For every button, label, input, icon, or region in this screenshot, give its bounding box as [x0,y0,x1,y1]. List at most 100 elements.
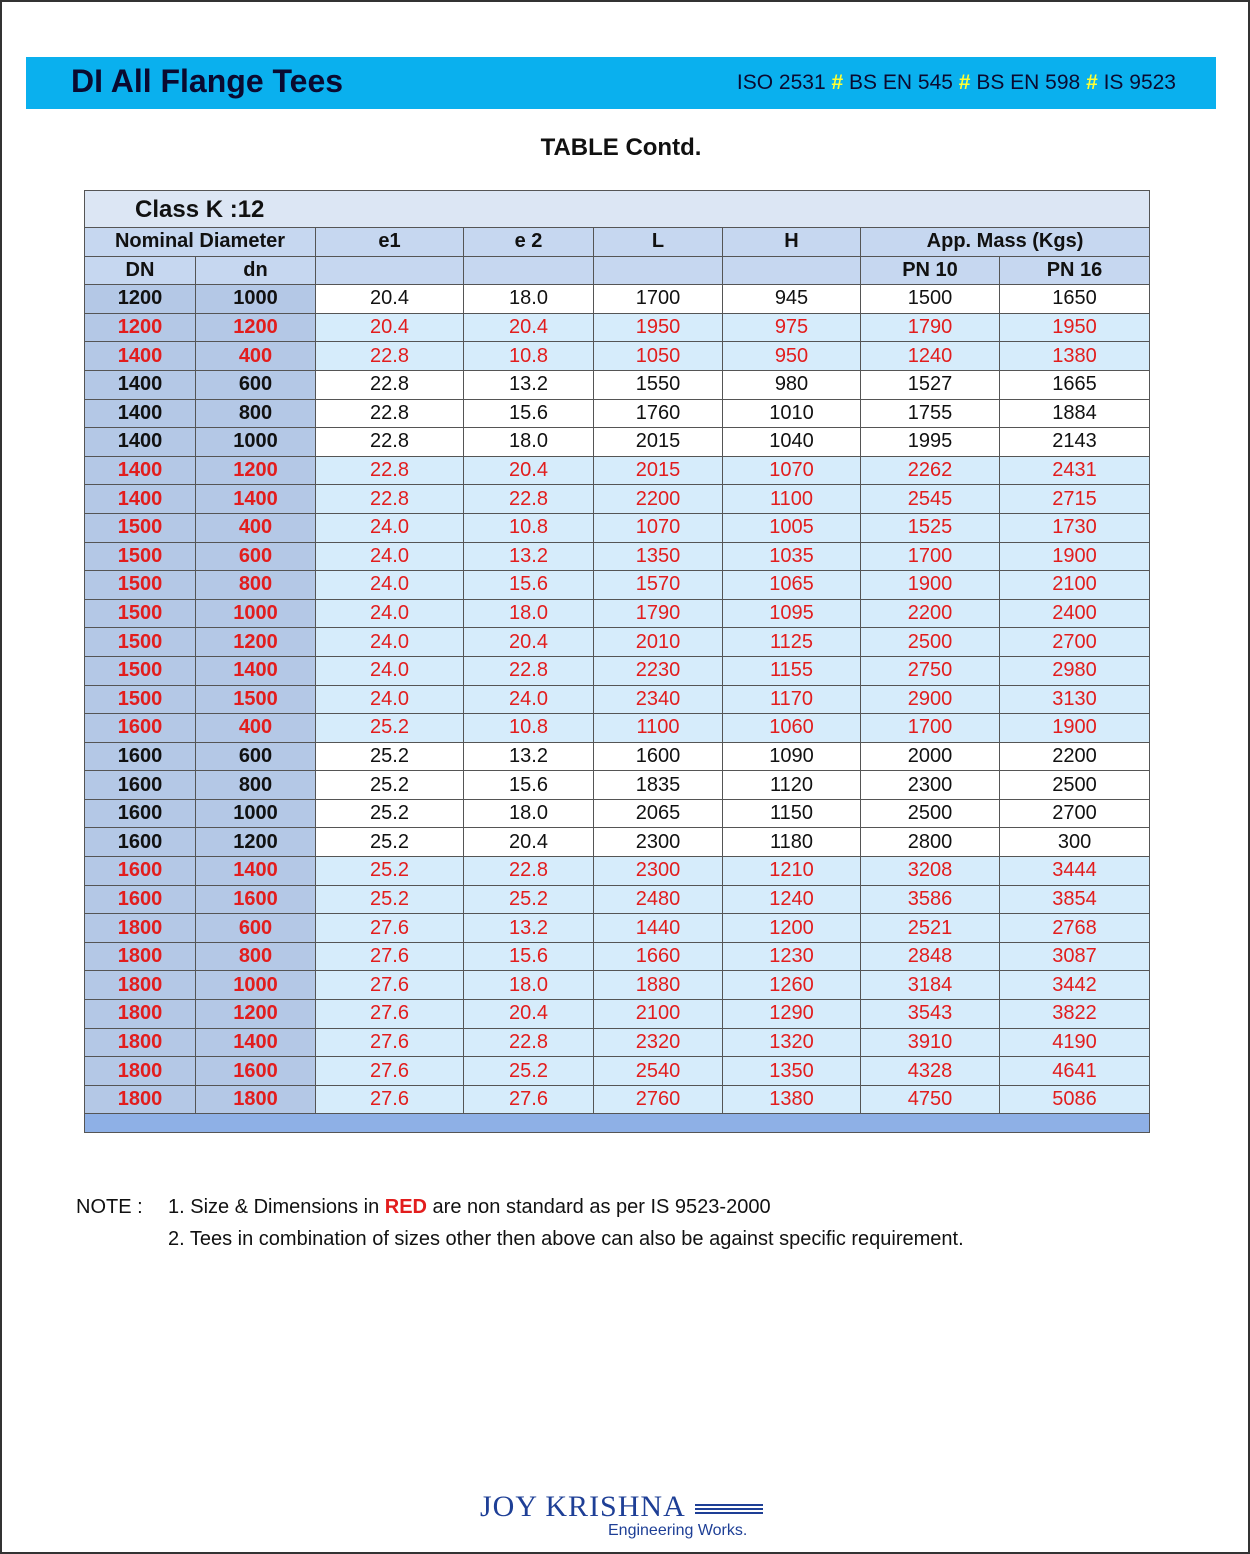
header-dn: dn [195,255,316,286]
cell-dn: 1800 [84,913,196,943]
cell-pn10: 1790 [860,312,1000,343]
cell-e1: 27.6 [315,999,464,1029]
cell-dn: 400 [195,713,316,743]
cell-pn16: 2143 [998,427,1151,457]
cell-e2: 27.6 [463,1084,594,1115]
cell-pn10: 2200 [860,598,1000,629]
table-row: 1200 1000 20.4 18.0 1700 945 1500 1650 [84,284,1151,314]
table-subtitle: TABLE Contd. [540,134,702,161]
cell-e1: 25.2 [315,798,464,829]
cell-e2: 13.2 [463,369,594,400]
header-e2: e 2 [463,227,594,257]
cell-pn10: 1995 [860,427,1000,457]
table-row: 1800 800 27.6 15.6 1660 1230 2848 3087 [84,941,1151,972]
cell-h: 1005 [722,512,861,543]
cell-dn: 1600 [84,884,196,915]
cell-dn: 1600 [84,741,196,772]
cell-dn: 1400 [195,484,316,514]
table-row: 1800 1200 27.6 20.4 2100 1290 3543 3822 [84,999,1151,1029]
cell-l: 1835 [593,770,723,800]
cell-h: 1350 [722,1056,861,1086]
cell-dn: 1200 [195,827,316,858]
table-row: 1600 400 25.2 10.8 1100 1060 1700 1900 [84,713,1151,743]
cell-pn10: 2521 [860,913,1000,943]
table-row: 1500 600 24.0 13.2 1350 1035 1700 1900 [84,541,1151,572]
cell-h: 1010 [722,398,861,429]
cell-e1: 20.4 [315,312,464,343]
cell-pn10: 3184 [860,970,1000,1001]
cell-e1: 27.6 [315,1056,464,1086]
cell-dn: 1500 [195,684,316,715]
table-row: 1400 1000 22.8 18.0 2015 1040 1995 2143 [84,427,1151,457]
cell-e2: 25.2 [463,884,594,915]
table-footer-bar [83,1113,1151,1134]
header-mass: App. Mass (Kgs) [859,227,1151,257]
cell-pn16: 3822 [998,999,1151,1029]
cell-l: 1550 [593,369,723,400]
cell-dn: 1500 [84,570,196,600]
table-row: 1400 800 22.8 15.6 1760 1010 1755 1884 [84,398,1151,429]
cell-e1: 24.0 [315,570,464,600]
cell-l: 2065 [593,798,723,829]
cell-h: 1120 [722,770,861,800]
cell-e2: 15.6 [463,770,594,800]
standard-2: BS EN 545 [849,71,953,94]
cell-pn10: 4750 [860,1084,1000,1115]
cell-e1: 22.8 [315,369,464,400]
company-logo: JOY KRISHNA Engineering Works. [480,1490,780,1546]
header-H: H [722,227,861,257]
cell-l: 1440 [593,913,723,943]
cell-pn16: 3442 [998,970,1151,1001]
cell-pn16: 4641 [998,1056,1151,1086]
cell-pn16: 2768 [998,913,1151,943]
cell-l: 2010 [593,627,723,657]
standards-list: ISO 2531 # BS EN 545 # BS EN 598 # IS 95… [737,71,1176,95]
cell-dn: 1200 [195,455,316,486]
cell-dn: 800 [195,398,316,429]
cell-pn16: 5086 [998,1084,1151,1115]
standard-1: ISO 2531 [736,71,826,94]
cell-dn: 800 [195,941,316,972]
cell-h: 1040 [722,427,861,457]
cell-e2: 20.4 [463,312,594,343]
cell-l: 1880 [593,970,723,1001]
cell-e2: 18.0 [463,598,594,629]
cell-l: 2300 [593,827,723,858]
cell-pn10: 2900 [860,684,1000,715]
cell-e1: 25.2 [315,770,464,800]
cell-e1: 27.6 [315,941,464,972]
cell-dn: 1600 [195,1056,316,1086]
cell-e1: 22.8 [315,398,464,429]
cell-h: 975 [722,312,861,343]
cell-e2: 20.4 [463,827,594,858]
cell-pn16: 2400 [998,598,1151,629]
cell-e1: 25.2 [315,856,464,886]
cell-h: 945 [722,284,861,314]
cell-h: 1180 [722,827,861,858]
cell-pn16: 300 [998,827,1151,858]
table-row: 1800 1600 27.6 25.2 2540 1350 4328 4641 [84,1056,1151,1086]
cell-dn: 1400 [84,341,196,371]
cell-pn10: 2848 [860,941,1000,972]
cell-l: 2480 [593,884,723,915]
cell-e1: 24.0 [315,627,464,657]
header-blank-H [722,255,861,286]
cell-pn16: 3444 [998,856,1151,886]
cell-dn: 1200 [84,312,196,343]
cell-dn: 800 [195,570,316,600]
cell-dn: 400 [195,512,316,543]
cell-dn: 1600 [84,827,196,858]
cell-e1: 24.0 [315,512,464,543]
cell-dn: 1500 [84,627,196,657]
table-row: 1400 1200 22.8 20.4 2015 1070 2262 2431 [84,455,1151,486]
cell-pn10: 1700 [860,713,1000,743]
cell-l: 2760 [593,1084,723,1115]
cell-dn: 1800 [84,1056,196,1086]
cell-pn10: 2800 [860,827,1000,858]
cell-pn16: 2700 [998,798,1151,829]
cell-h: 1070 [722,455,861,486]
cell-dn: 1400 [84,484,196,514]
dimensions-table-wrapper: Class K :12 Nominal Diameter e1 e 2 L H … [83,190,1151,1134]
cell-h: 1240 [722,884,861,915]
cell-e1: 24.0 [315,598,464,629]
